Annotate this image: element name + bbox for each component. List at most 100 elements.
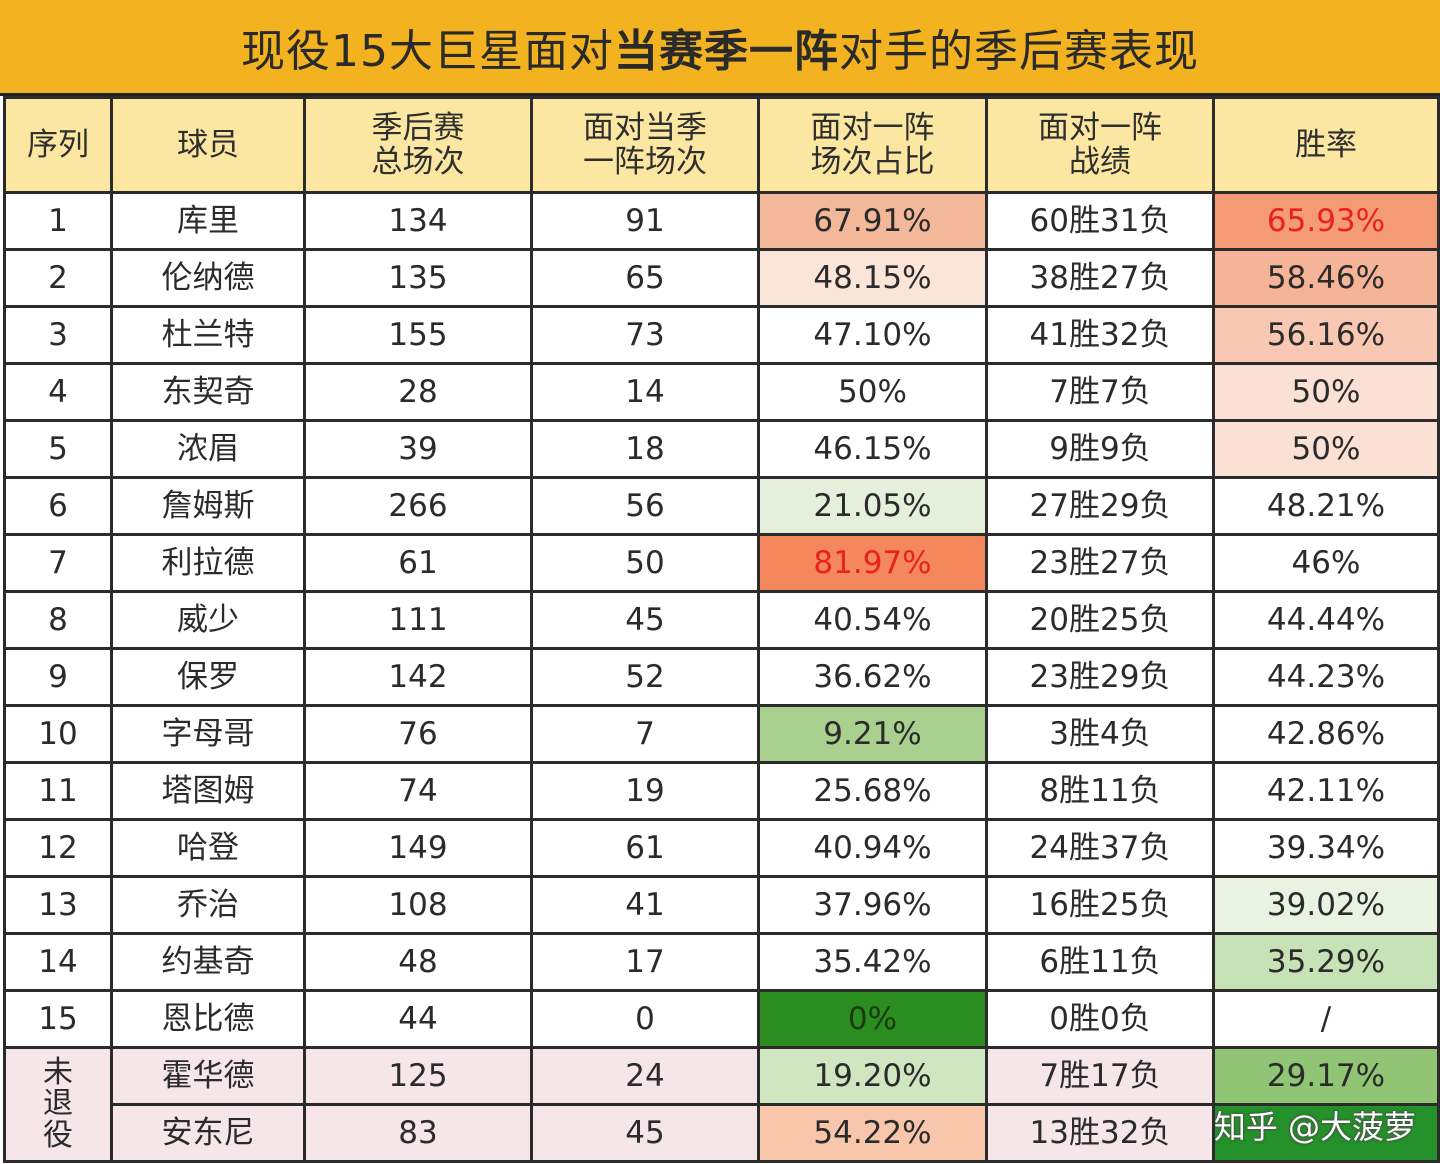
table-row: 15 恩比德 44 0 0% 0胜0负 / (3, 989, 1440, 1049)
cell-record: 8胜11负 (985, 761, 1215, 821)
cell-index: 4 (3, 362, 113, 422)
cell-index: 9 (3, 647, 113, 707)
cell-vs: 19 (530, 761, 760, 821)
cell-record: 41胜32负 (985, 305, 1215, 365)
cell-winrate: 58.46% (1212, 248, 1440, 308)
cell-vs: 45 (530, 590, 760, 650)
cell-total: 155 (303, 305, 533, 365)
cell-player: 杜兰特 (110, 305, 306, 365)
cell-record: 20胜25负 (985, 590, 1215, 650)
cell-ratio: 54.22% (757, 1103, 988, 1163)
cell-record: 3胜4负 (985, 704, 1215, 764)
cell-total: 135 (303, 248, 533, 308)
cell-vs: 65 (530, 248, 760, 308)
table-row-retired: 未退役 霍华德 125 24 19.20% 7胜17负 29.17% (3, 1046, 1440, 1163)
cell-winrate: 50% (1212, 362, 1440, 422)
cell-record: 6胜11负 (985, 932, 1215, 992)
table-row: 14 约基奇 48 17 35.42% 6胜11负 35.29% (3, 932, 1440, 992)
cell-ratio: 19.20% (757, 1046, 988, 1106)
cell-player: 詹姆斯 (110, 476, 306, 536)
cell-total: 142 (303, 647, 533, 707)
cell-index: 13 (3, 875, 113, 935)
cell-player: 恩比德 (110, 989, 306, 1049)
cell-vs: 7 (530, 704, 760, 764)
cell-vs: 45 (530, 1103, 760, 1163)
title-pre: 现役15大巨星面对 (241, 25, 614, 77)
table-row: 11 塔图姆 74 19 25.68% 8胜11负 42.11% (3, 761, 1440, 821)
cell-player: 保罗 (110, 647, 306, 707)
cell-player: 伦纳德 (110, 248, 306, 308)
cell-index: 1 (3, 191, 113, 251)
cell-player: 东契奇 (110, 362, 306, 422)
header-row: 序列 球员 季后赛 总场次 面对当季 一阵场次 面对一阵 场次占比 面对一阵 战绩 胜率 (3, 96, 1440, 194)
cell-total: 134 (303, 191, 533, 251)
cell-index: 15 (3, 989, 113, 1049)
cell-player: 乔治 (110, 875, 306, 935)
cell-record: 23胜29负 (985, 647, 1215, 707)
cell-total: 61 (303, 533, 533, 593)
cell-index: 6 (3, 476, 113, 536)
cell-player: 库里 (110, 191, 306, 251)
cell-vs: 73 (530, 305, 760, 365)
header-ratio: 面对一阵 场次占比 (757, 96, 988, 194)
cell-ratio: 40.54% (757, 590, 988, 650)
cell-index: 7 (3, 533, 113, 593)
table-row-retired: 安东尼 83 45 54.22% 13胜32负 (5, 1103, 1440, 1163)
cell-ratio: 48.15% (757, 248, 988, 308)
cell-index: 11 (3, 761, 113, 821)
header-vs-games: 面对当季 一阵场次 (530, 96, 760, 194)
cell-ratio: 0% (757, 989, 988, 1049)
cell-winrate: 35.29% (1212, 932, 1440, 992)
cell-total: 111 (303, 590, 533, 650)
table-row: 6 詹姆斯 266 56 21.05% 27胜29负 48.21% (3, 476, 1440, 536)
cell-total: 48 (303, 932, 533, 992)
table-row: 7 利拉德 61 50 81.97% 23胜27负 46% (3, 533, 1440, 593)
cell-record: 60胜31负 (985, 191, 1215, 251)
table-row: 2 伦纳德 135 65 48.15% 38胜27负 58.46% (3, 248, 1440, 308)
header-record: 面对一阵 战绩 (985, 96, 1215, 194)
cell-player: 哈登 (110, 818, 306, 878)
cell-winrate: 42.86% (1212, 704, 1440, 764)
cell-index: 8 (3, 590, 113, 650)
cell-ratio: 67.91% (757, 191, 988, 251)
cell-ratio: 40.94% (757, 818, 988, 878)
cell-total: 74 (303, 761, 533, 821)
cell-record: 9胜9负 (985, 419, 1215, 479)
cell-winrate: 44.23% (1212, 647, 1440, 707)
cell-record: 24胜37负 (985, 818, 1215, 878)
cell-vs: 14 (530, 362, 760, 422)
cell-vs: 61 (530, 818, 760, 878)
cell-total: 44 (303, 989, 533, 1049)
title-post: 对手的季后赛表现 (839, 25, 1199, 77)
cell-vs: 0 (530, 989, 760, 1049)
cell-record: 7胜7负 (985, 362, 1215, 422)
cell-vs: 24 (530, 1046, 760, 1106)
cell-winrate (1212, 1103, 1440, 1163)
cell-record: 7胜17负 (985, 1046, 1215, 1106)
header-winrate: 胜率 (1212, 96, 1440, 194)
cell-total: 39 (303, 419, 533, 479)
cell-ratio: 46.15% (757, 419, 988, 479)
cell-winrate: 56.16% (1212, 305, 1440, 365)
header-total-games: 季后赛 总场次 (303, 96, 533, 194)
cell-vs: 52 (530, 647, 760, 707)
cell-ratio: 37.96% (757, 875, 988, 935)
cell-winrate: 29.17% (1212, 1046, 1440, 1106)
cell-winrate: 48.21% (1212, 476, 1440, 536)
cell-vs: 17 (530, 932, 760, 992)
cell-winrate: 39.34% (1212, 818, 1440, 878)
cell-total: 149 (303, 818, 533, 878)
cell-record: 23胜27负 (985, 533, 1215, 593)
cell-player: 字母哥 (110, 704, 306, 764)
cell-index: 3 (3, 305, 113, 365)
table-row: 1 库里 134 91 67.91% 60胜31负 65.93% (3, 191, 1440, 251)
cell-player: 约基奇 (110, 932, 306, 992)
cell-record: 16胜25负 (985, 875, 1215, 935)
table-row: 4 东契奇 28 14 50% 7胜7负 50% (3, 362, 1440, 422)
cell-vs: 41 (530, 875, 760, 935)
cell-player: 浓眉 (110, 419, 306, 479)
cell-ratio: 47.10% (757, 305, 988, 365)
cell-record: 0胜0负 (985, 989, 1215, 1049)
cell-vs: 91 (530, 191, 760, 251)
